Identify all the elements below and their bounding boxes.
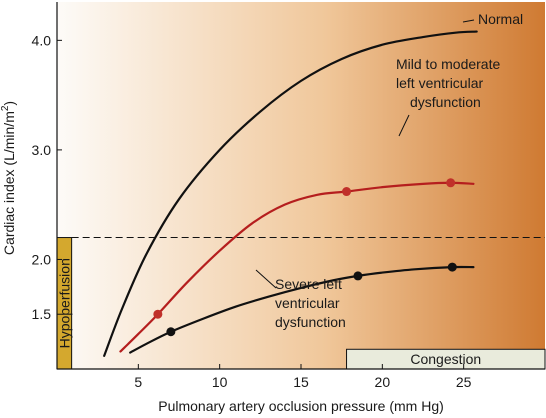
plot-background bbox=[57, 2, 545, 369]
leader-line-mild bbox=[398, 114, 410, 137]
x-axis-title: Pulmonary artery occlusion pressure (mm … bbox=[158, 398, 444, 414]
series-labels: Normal Mild to moderate left ventricular… bbox=[255, 11, 523, 330]
y-tick-label-1.5: 1.5 bbox=[32, 306, 52, 322]
data-point-mild-3 bbox=[446, 178, 456, 188]
leader-line-severe bbox=[255, 269, 277, 289]
y-axis-title-superscript: 2 bbox=[0, 105, 11, 111]
congestion-label: Congestion bbox=[410, 351, 481, 367]
x-tick-label-20: 20 bbox=[375, 374, 391, 390]
y-axis-title: Cardiac index (L/min/m2) bbox=[0, 101, 17, 255]
data-point-severe-3 bbox=[447, 262, 457, 272]
leader-line-normal bbox=[462, 19, 475, 23]
series-label-severe-line-3: dysfunction bbox=[275, 314, 346, 330]
y-tick-label-3.0: 3.0 bbox=[32, 142, 52, 158]
series-line-normal bbox=[103, 30, 478, 357]
y-tick-label-4.0: 4.0 bbox=[32, 32, 52, 48]
series-label-mild-line-2: left ventricular bbox=[396, 75, 483, 91]
data-point-mild-1 bbox=[153, 309, 163, 319]
hypoperfusion-label: Hypoperfusion bbox=[56, 258, 72, 348]
x-tick-label-15: 15 bbox=[293, 374, 309, 390]
y-tick-label-2.0: 2.0 bbox=[32, 251, 52, 267]
series-label-severe-line-2: ventricular bbox=[275, 295, 340, 311]
series-label-severe-line-1: Severe left bbox=[275, 276, 342, 292]
series-label-mild-line-3: dysfunction bbox=[410, 94, 481, 110]
data-point-mild-2 bbox=[342, 187, 352, 197]
x-tick-label-25: 25 bbox=[456, 374, 472, 390]
series-label-mild-line-1: Mild to moderate bbox=[396, 56, 500, 72]
series-label-normal: Normal bbox=[478, 11, 523, 27]
data-point-severe-2 bbox=[353, 271, 363, 281]
x-tick-label-5: 5 bbox=[134, 374, 142, 390]
data-point-severe-1 bbox=[166, 327, 176, 337]
x-tick-label-10: 10 bbox=[212, 374, 228, 390]
